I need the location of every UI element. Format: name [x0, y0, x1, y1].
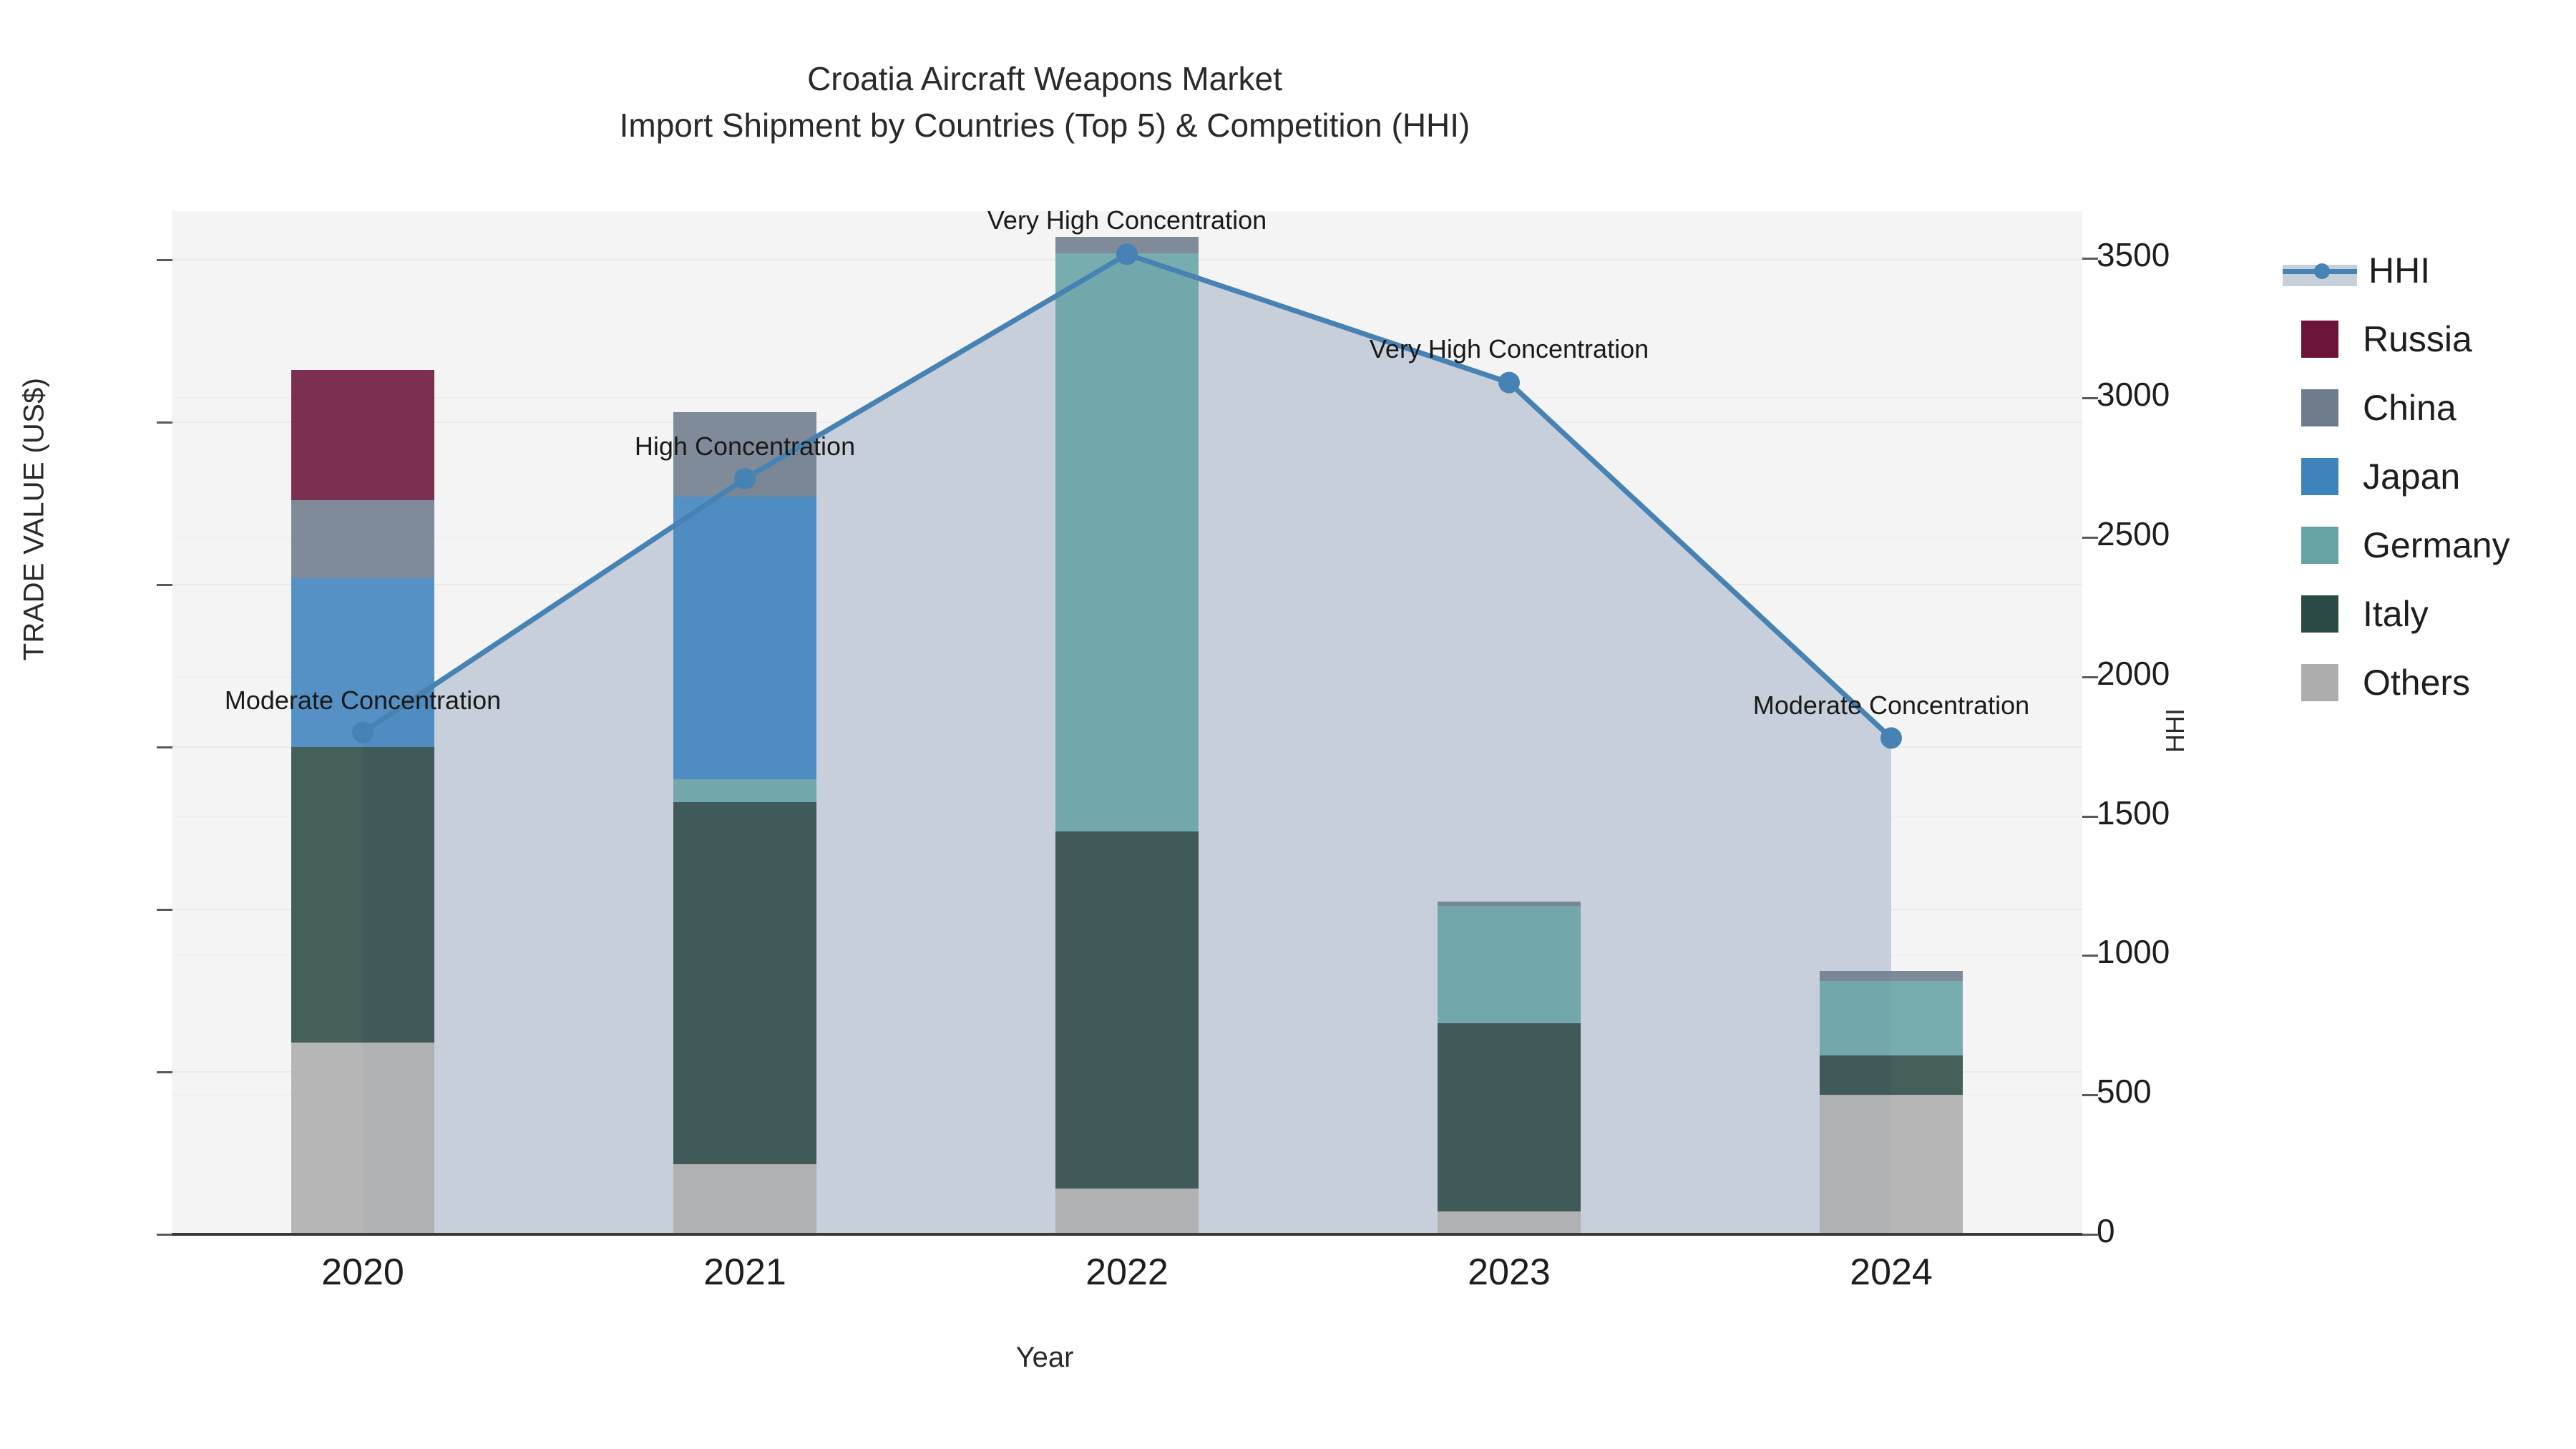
bar-segment-italy-2022[interactable] — [1055, 831, 1199, 1189]
legend-swatch-china — [2301, 389, 2338, 426]
hhi-marker-2021[interactable] — [734, 468, 756, 490]
hhi-marker-2022[interactable] — [1116, 243, 1138, 265]
bar-segment-italy-2024[interactable] — [1820, 1055, 1963, 1095]
legend-line-marker — [2314, 263, 2330, 279]
x-tick-2024: 2024 — [1850, 1252, 1933, 1293]
bar-segment-italy-2020[interactable] — [291, 747, 434, 1043]
legend-item-others[interactable]: Others — [2283, 648, 2569, 717]
chart-title: Croatia Aircraft Weapons Market Import S… — [0, 56, 2089, 150]
y-tick-right-500: 500 — [2097, 1073, 2152, 1111]
bar-segment-germany-2022[interactable] — [1055, 253, 1199, 832]
x-tick-2021: 2021 — [703, 1252, 786, 1293]
y-tickmark-right — [2082, 1094, 2098, 1097]
y-tickmark-left — [157, 421, 172, 424]
annotation-2021: High Concentration — [634, 431, 856, 462]
chart-title-line-1: Croatia Aircraft Weapons Market — [807, 60, 1282, 97]
legend-item-russia[interactable]: Russia — [2283, 305, 2569, 374]
plot-inner — [172, 211, 2082, 1234]
y-tickmark-left — [157, 1071, 172, 1074]
y-tickmark-left — [157, 259, 172, 262]
y-tick-right-0: 0 — [2097, 1212, 2115, 1249]
bar-segment-germany-2021[interactable] — [673, 779, 816, 803]
y-tickmark-left — [157, 1234, 172, 1236]
chart-title-line-2: Import Shipment by Countries (Top 5) & C… — [619, 107, 1470, 145]
hhi-line-top — [361, 251, 1893, 740]
legend-swatch-italy — [2301, 595, 2338, 633]
hhi-marker-2023[interactable] — [1498, 371, 1520, 394]
legend-item-china[interactable]: China — [2283, 374, 2569, 442]
y-tick-right-3000: 3000 — [2097, 376, 2170, 414]
legend-label-hhi: HHI — [2368, 250, 2431, 291]
y-tickmark-left — [157, 584, 172, 587]
annotation-2023: Very High Concentration — [1369, 333, 1649, 364]
x-tick-2020: 2020 — [321, 1252, 404, 1293]
bar-segment-others-2024[interactable] — [1820, 1094, 1963, 1234]
bar-segment-germany-2023[interactable] — [1438, 906, 1581, 1023]
annotation-2020: Moderate Concentration — [224, 685, 502, 715]
bar-segment-japan-2020[interactable] — [291, 577, 434, 748]
legend-line-swatch — [2283, 252, 2357, 289]
y-tickmark-left — [157, 746, 172, 749]
legend-item-germany[interactable]: Germany — [2283, 511, 2569, 580]
bar-segment-germany-2024[interactable] — [1820, 980, 1963, 1056]
bar-segment-japan-2021[interactable] — [673, 497, 816, 780]
y-tickmark-right — [2082, 258, 2098, 260]
bar-segment-china-2020[interactable] — [291, 500, 434, 578]
y-tickmark-left — [157, 909, 172, 912]
legend-label-italy: Italy — [2363, 594, 2429, 634]
bar-segment-others-2021[interactable] — [673, 1164, 816, 1234]
y-tick-right-3500: 3500 — [2097, 236, 2170, 274]
legend-label-japan: Japan — [2363, 457, 2461, 497]
y-tick-right-2000: 2000 — [2097, 654, 2170, 692]
legend-item-japan[interactable]: Japan — [2283, 442, 2569, 511]
y-axis-right-label: HHI — [2160, 708, 2190, 753]
hhi-marker-2020[interactable] — [352, 721, 374, 743]
annotation-2024: Moderate Concentration — [1752, 691, 2030, 721]
y-tick-right-2500: 2500 — [2097, 514, 2170, 552]
legend-label-china: China — [2363, 388, 2457, 428]
bar-segment-others-2020[interactable] — [291, 1043, 434, 1234]
hhi-markers — [352, 243, 1902, 749]
legend-swatch-others — [2301, 664, 2338, 701]
y-tickmark-right — [2082, 815, 2098, 818]
legend-item-italy[interactable]: Italy — [2283, 580, 2569, 648]
bar-segment-russia-2020[interactable] — [291, 370, 434, 501]
x-tick-2023: 2023 — [1468, 1252, 1551, 1293]
y-tick-right-1500: 1500 — [2097, 794, 2170, 831]
legend-swatch-russia — [2301, 321, 2338, 358]
y-axis-left-label: TRADE VALUE (US$) — [18, 377, 50, 661]
annotation-2022: Very High Concentration — [987, 205, 1267, 235]
bar-segment-others-2023[interactable] — [1438, 1211, 1581, 1234]
bar-segment-china-2024[interactable] — [1820, 971, 1963, 981]
legend-item-hhi[interactable]: HHI — [2283, 236, 2569, 305]
x-tick-2022: 2022 — [1085, 1252, 1169, 1293]
y-tickmark-right — [2082, 675, 2098, 678]
x-axis-line — [172, 1233, 2082, 1236]
y-tickmark-right — [2082, 1234, 2098, 1236]
legend-swatch-germany — [2301, 527, 2338, 564]
y-tickmark-right — [2082, 397, 2098, 400]
hhi-marker-2024[interactable] — [1880, 727, 1902, 749]
y-tickmark-right — [2082, 536, 2098, 539]
legend-label-germany: Germany — [2363, 525, 2510, 565]
plot-area — [172, 211, 2082, 1234]
legend-swatch-japan — [2301, 458, 2338, 495]
x-axis-label: Year — [1015, 1342, 1074, 1373]
bar-segment-china-2023[interactable] — [1438, 901, 1581, 907]
legend-label-russia: Russia — [2363, 319, 2472, 359]
y-tickmark-right — [2082, 955, 2098, 957]
bar-segment-italy-2023[interactable] — [1438, 1023, 1581, 1212]
chart-legend: HHI Russia China Japan Germany Italy Others — [2283, 236, 2569, 717]
y-tick-right-1000: 1000 — [2097, 933, 2170, 971]
bar-segment-italy-2021[interactable] — [673, 802, 816, 1165]
legend-label-others: Others — [2363, 663, 2471, 703]
bar-segment-others-2022[interactable] — [1055, 1189, 1199, 1234]
